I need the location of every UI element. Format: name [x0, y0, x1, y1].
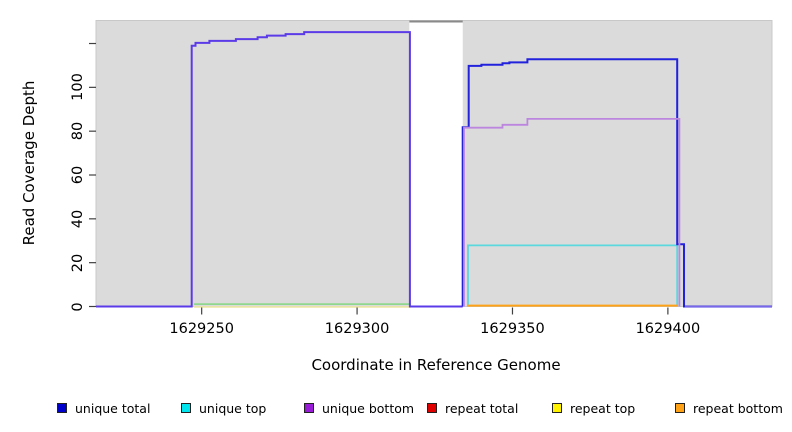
- no-data-gap: [409, 21, 463, 307]
- legend-label: unique top: [199, 400, 267, 416]
- y-tick-label: 20: [70, 253, 86, 272]
- legend-label: repeat total: [445, 400, 519, 416]
- y-axis-title: Read Coverage Depth: [20, 80, 38, 246]
- y-tick-label: 60: [70, 165, 86, 185]
- legend-swatch-icon: [427, 403, 437, 413]
- unique-total-and-bottom-left-line: [96, 31, 463, 308]
- legend-item-unique-top: unique top: [181, 400, 267, 416]
- legend-item-repeat-bottom: repeat bottom: [675, 400, 783, 416]
- x-axis-title: Coordinate in Reference Genome: [311, 356, 561, 374]
- legend-label: repeat top: [570, 400, 636, 416]
- legend-swatch-icon: [675, 403, 685, 413]
- x-tick-label: 1629350: [480, 321, 545, 337]
- unique-bottom-right-line: [463, 118, 681, 307]
- legend-label: unique total: [75, 400, 151, 416]
- y-tick-label: 100: [70, 73, 86, 102]
- legend-item-repeat-total: repeat total: [427, 400, 519, 416]
- legend-label: repeat bottom: [693, 400, 783, 416]
- x-tick-label: 1629250: [169, 321, 234, 337]
- legend-label: unique bottom: [322, 400, 415, 416]
- legend-swatch-icon: [304, 403, 314, 413]
- legend-item-unique-total: unique total: [57, 400, 151, 416]
- x-tick-label: 1629300: [324, 321, 390, 337]
- unique-top-right-line: [467, 244, 679, 307]
- y-tick-label: 40: [70, 209, 86, 229]
- legend-item-unique-bottom: unique bottom: [304, 400, 415, 416]
- x-tick-label: 1629400: [635, 321, 701, 337]
- y-tick-label: 0: [70, 301, 86, 312]
- legend-swatch-icon: [57, 403, 67, 413]
- legend-swatch-icon: [181, 403, 191, 413]
- y-tick-label: 80: [70, 121, 86, 141]
- legend-item-repeat-top: repeat top: [552, 400, 636, 416]
- legend-swatch-icon: [552, 403, 562, 413]
